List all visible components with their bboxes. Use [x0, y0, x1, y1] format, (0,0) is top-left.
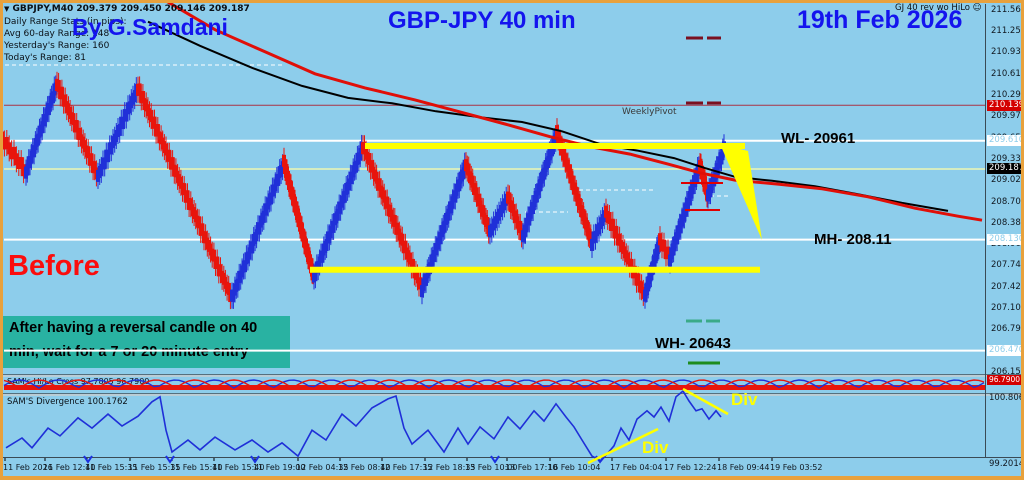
quote-line: ▼ GBPJPY,M40 209.379 209.450 209.146 209… [4, 4, 250, 14]
time-tick-label: 11 Feb 2026 [3, 463, 53, 472]
time-tick-label: 11 Feb 12:40 [43, 463, 96, 472]
ohlc-values: 209.379 209.450 209.146 209.187 [76, 4, 250, 14]
price-tick: 211.565 [991, 5, 1024, 15]
stats-row-today: Today's Range: 81 [4, 53, 86, 63]
divergence-label-1: Div [642, 438, 669, 457]
hilo-wave-blue [3, 379, 985, 389]
symbol-name: GBPJPY,M40 [12, 4, 74, 14]
chart-template-tag: GJ 40 rev wo HiLo ☺ [895, 3, 982, 13]
time-tick-label: 11 Feb 15:40 [212, 463, 265, 472]
mh-level-label: MH- 208.11 [814, 231, 892, 248]
frame-top [0, 0, 1024, 3]
time-tick-label: 12 Feb 04:35 [296, 463, 349, 472]
ma-red [164, 0, 983, 222]
date-annotation: 19th Feb 2026 [797, 6, 963, 34]
before-annotation: Before [8, 250, 100, 282]
indicator-scale-tick: 100.8062 [989, 393, 1024, 403]
page-title: GBP-JPY 40 min [388, 7, 576, 34]
frame-left [0, 0, 3, 480]
author-watermark: By G.Samdani [72, 14, 228, 40]
time-tick-label: 17 Feb 04:04 [610, 463, 663, 472]
time-tick-label: 13 Feb 17:10 [505, 463, 558, 472]
price-tick: 207.745 [991, 260, 1024, 270]
price-tick: 206.150 [991, 367, 1024, 377]
wh-level-label: WH- 20643 [655, 335, 731, 352]
hilo-wave-red [3, 379, 985, 389]
price-tick: 207.425 [991, 282, 1024, 292]
hilo-indicator-label: SAM's Hi/Lo Cross 97.7805 96.7900 [7, 377, 150, 386]
note-line-1: After having a reversal candle on 40 [9, 320, 258, 336]
smiley-icon: ☺ [972, 3, 982, 13]
price-tick: 208.380 [991, 218, 1024, 228]
price-badge: 206.470 [987, 345, 1024, 356]
price-tick: 208.700 [991, 197, 1024, 207]
divergence-label-2: Div [731, 390, 758, 409]
divergence-trendline [587, 427, 659, 465]
blue-marker-icon [490, 455, 500, 464]
time-tick-label: 12 Feb 17:35 [380, 463, 433, 472]
time-tick-label: 11 Feb 15:40 [170, 463, 223, 472]
time-tick-label: 18 Feb 09:44 [717, 463, 770, 472]
symbol-dropdown-icon[interactable]: ▼ [4, 5, 10, 13]
price-tick: 207.105 [991, 303, 1024, 313]
time-tick-label: 17 Feb 12:24 [664, 463, 717, 472]
indicator-scale-tick: 99.2014 [989, 459, 1024, 469]
yellow-wedge [720, 144, 762, 240]
price-badge: 210.139 [987, 100, 1024, 111]
time-tick-label: 16 Feb 10:04 [548, 463, 601, 472]
price-tick: 210.290 [991, 90, 1024, 100]
stats-row-yesterday: Yesterday's Range: 160 [4, 41, 110, 51]
time-tick-label: 12 Feb 08:40 [338, 463, 391, 472]
time-tick-label: 19 Feb 03:52 [770, 463, 823, 472]
time-tick-label: 11 Feb 15:35 [85, 463, 138, 472]
stats-title: Daily Range Stats (in pips): [4, 17, 127, 27]
ma-black [147, 20, 949, 212]
price-badge: 209.610 [987, 135, 1024, 146]
time-tick-label: 11 Feb 19:00 [253, 463, 306, 472]
stats-row-avg: Avg 60-day Range: 148 [4, 29, 110, 39]
price-badge: 208.130 [987, 234, 1024, 245]
price-tick: 209.020 [991, 175, 1024, 185]
time-tick-label: 11 Feb 15:35 [128, 463, 181, 472]
frame-right [1021, 0, 1024, 480]
blue-marker-icon [250, 455, 260, 464]
note-box: After having a reversal candle on 40 min… [3, 316, 290, 368]
divergence-trendline [682, 387, 729, 416]
blue-marker-icon [165, 455, 175, 464]
price-tick: 209.335 [991, 154, 1024, 164]
price-tick: 210.930 [991, 47, 1024, 57]
time-tick-label: 12 Feb 18:35 [423, 463, 476, 472]
template-tag-text: GJ 40 rev wo HiLo [895, 3, 970, 13]
frame-bottom [0, 476, 1024, 480]
note-line-2: min, wait for a 7 or 20 minute entry [9, 344, 249, 360]
divergence-line [5, 389, 722, 463]
price-tick: 210.610 [991, 69, 1024, 79]
divergence-indicator-label: SAM'S Divergence 100.1762 [7, 397, 128, 407]
blue-marker-icon [83, 455, 93, 464]
price-tick: 209.975 [991, 111, 1024, 121]
price-tick: 206.790 [991, 324, 1024, 334]
time-tick-label: 13 Feb 10:00 [465, 463, 518, 472]
price-tick: 211.250 [991, 26, 1024, 36]
weekly-pivot-label: WeeklyPivot [622, 107, 677, 117]
wl-level-label: WL- 20961 [781, 130, 856, 147]
price-badge: 209.187 [987, 163, 1024, 174]
hilo-value-badge: 96.7900 [987, 375, 1023, 385]
